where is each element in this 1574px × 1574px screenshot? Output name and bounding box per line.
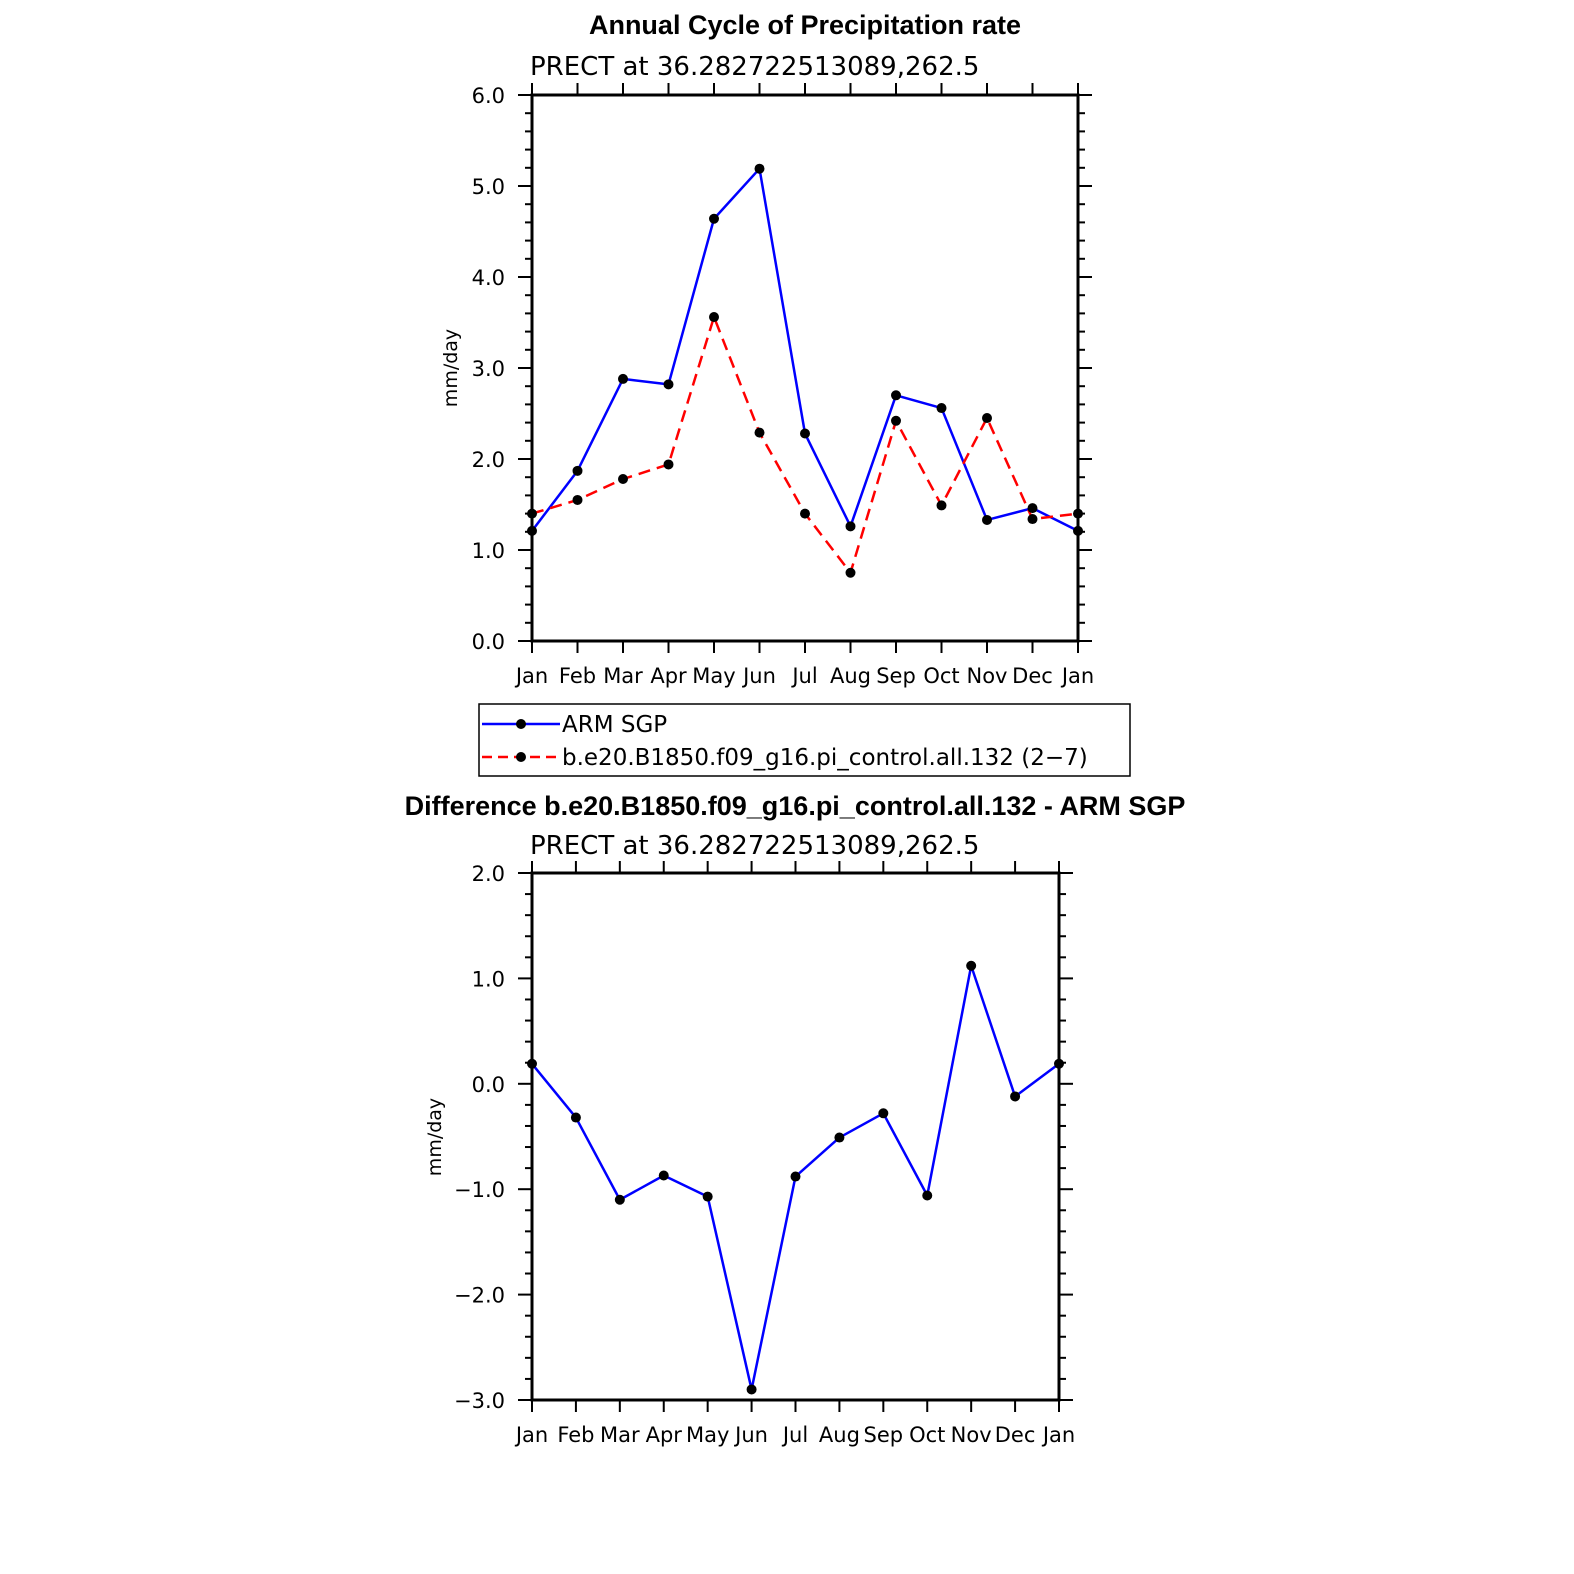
chart2-series-0-point	[966, 960, 977, 971]
chart1-ticks	[518, 83, 1092, 653]
chart1-ytick-label: 4.0	[472, 266, 505, 290]
chart2-series-0-point	[878, 1108, 889, 1119]
chart2-series-0-point	[702, 1191, 713, 1202]
chart2-xtick-label: Jun	[733, 1423, 768, 1447]
chart1-ytick-label: 6.0	[472, 84, 505, 108]
chart2-xtick-label: Jan	[1041, 1423, 1075, 1447]
chart1-xtick-label: Aug	[830, 664, 871, 688]
chart1-series-1-point	[982, 413, 992, 424]
chart1-series-1-point	[845, 567, 856, 578]
chart1-series-0-point	[1027, 503, 1038, 514]
chart1-ytick-label: 0.0	[472, 630, 505, 654]
chart1-series-1-line	[531, 315, 1079, 574]
chart2-ytick-label: 0.0	[472, 1073, 505, 1097]
chart2-ytick-label: 1.0	[472, 967, 505, 991]
chart1-series-1-point	[618, 474, 628, 485]
chart2-xtick-label: Jul	[781, 1423, 808, 1447]
chart1-series-0-point	[800, 428, 810, 439]
chart1-xtick-label: Apr	[650, 664, 687, 688]
chart2-xtick-label: May	[686, 1423, 729, 1447]
chart2-xtick-label: Feb	[557, 1423, 594, 1447]
legend-box	[478, 703, 1131, 777]
chart2-series-0-point	[790, 1171, 801, 1182]
chart1-series-0-point	[572, 465, 583, 476]
chart1-series-0-point	[663, 379, 674, 390]
chart1-series-0-point	[936, 403, 947, 414]
chart1-title: Annual Cycle of Precipitation rate	[589, 10, 1021, 40]
chart1-xtick-label: Dec	[1012, 664, 1053, 688]
chart2-series-0-point	[834, 1132, 845, 1143]
chart1-series-0-point	[891, 390, 901, 401]
chart1-series-1-point	[891, 415, 901, 426]
chart2-series-0-point	[1010, 1091, 1021, 1102]
chart2-ticks	[518, 861, 1073, 1412]
annual-cycle-chart: Annual Cycle of Precipitation rate PRECT…	[440, 10, 1094, 688]
chart1-subtitle: PRECT at 36.282722513089,262.5	[530, 52, 979, 82]
chart1-xtick-label: Oct	[923, 664, 959, 688]
chart2-xtick-label: Dec	[995, 1423, 1036, 1447]
chart1-ytick-label: 3.0	[472, 357, 505, 381]
chart1-series-1-point	[709, 312, 719, 323]
legend-label-arm-sgp: ARM SGP	[562, 712, 667, 738]
legend-marker-arm-sgp	[516, 719, 526, 729]
legend-marker-model	[516, 752, 526, 762]
chart1-series-1-point	[572, 494, 583, 505]
chart2-tick-labels: −3.0 −2.0 −1.0 0.0 1.0 2.0 Jan Feb Mar Apr May Jun J…	[454, 862, 1075, 1447]
chart2-y-axis-label: mm/day	[424, 1098, 446, 1176]
chart2-series-0-point	[614, 1194, 625, 1205]
chart1-series-0-point	[982, 514, 992, 525]
chart1-series	[527, 163, 1083, 578]
chart1-series-0-point	[618, 373, 628, 384]
chart1-plot-frame	[530, 93, 1080, 643]
difference-chart: Difference b.e20.B1850.f09_g16.pi_contro…	[405, 791, 1186, 1447]
chart1-series-1-point	[663, 459, 674, 470]
chart2-series-0-point	[570, 1112, 581, 1123]
chart2-ytick-label: −1.0	[454, 1178, 505, 1202]
chart2-series-0-point	[746, 1384, 757, 1395]
chart1-series-0-line	[531, 167, 1079, 533]
chart2-xtick-label: Mar	[600, 1423, 640, 1447]
chart1-xtick-label: Jun	[741, 664, 776, 688]
chart1-xtick-label: Jan	[1060, 664, 1094, 688]
chart1-xtick-label: Feb	[559, 664, 596, 688]
chart2-xtick-label: Sep	[864, 1423, 904, 1447]
chart1-xtick-label: Jan	[514, 664, 548, 688]
chart1-xtick-label: Jul	[790, 664, 817, 688]
chart2-xtick-label: Apr	[646, 1423, 683, 1447]
legend: ARM SGP b.e20.B1850.f09_g16.pi_control.a…	[478, 703, 1131, 777]
chart1-xtick-label: Sep	[876, 664, 916, 688]
chart2-xtick-label: Aug	[819, 1423, 860, 1447]
chart1-series-1-point	[754, 427, 765, 438]
chart2-subtitle: PRECT at 36.282722513089,262.5	[530, 831, 979, 861]
chart1-y-axis-label: mm/day	[440, 329, 462, 407]
chart2-xtick-label: Jan	[514, 1423, 548, 1447]
chart1-tick-labels: 0.0 1.0 2.0 3.0 4.0 5.0 6.0 Jan Feb Mar Apr May Jun J…	[472, 84, 1095, 688]
chart1-xtick-label: May	[692, 664, 735, 688]
chart1-xtick-label: Mar	[603, 664, 643, 688]
chart1-series-0-point	[845, 521, 856, 532]
chart2-series-0-point	[922, 1190, 933, 1201]
chart2-xtick-label: Nov	[951, 1423, 992, 1447]
chart1-series-0-point	[709, 213, 719, 224]
chart2-ytick-label: −2.0	[454, 1284, 505, 1308]
chart1-series-1-point	[936, 500, 947, 511]
legend-label-model: b.e20.B1850.f09_g16.pi_control.all.132 (…	[562, 745, 1088, 771]
chart1-xtick-label: Nov	[967, 664, 1008, 688]
chart2-plot-frame	[530, 871, 1061, 1402]
chart1-series-0-point	[754, 163, 765, 174]
chart1-ytick-label: 2.0	[472, 448, 505, 472]
chart2-xtick-label: Oct	[909, 1423, 945, 1447]
chart2-series-0-point	[658, 1170, 669, 1181]
chart2-title: Difference b.e20.B1850.f09_g16.pi_contro…	[405, 791, 1186, 821]
chart2-ytick-label: −3.0	[454, 1389, 505, 1413]
chart1-series-1-point	[1027, 514, 1038, 525]
chart1-ytick-label: 1.0	[472, 539, 505, 563]
chart2-series	[527, 960, 1064, 1395]
chart1-series-1-point	[800, 508, 810, 519]
chart1-ytick-label: 5.0	[472, 175, 505, 199]
chart2-ytick-label: 2.0	[472, 862, 505, 886]
